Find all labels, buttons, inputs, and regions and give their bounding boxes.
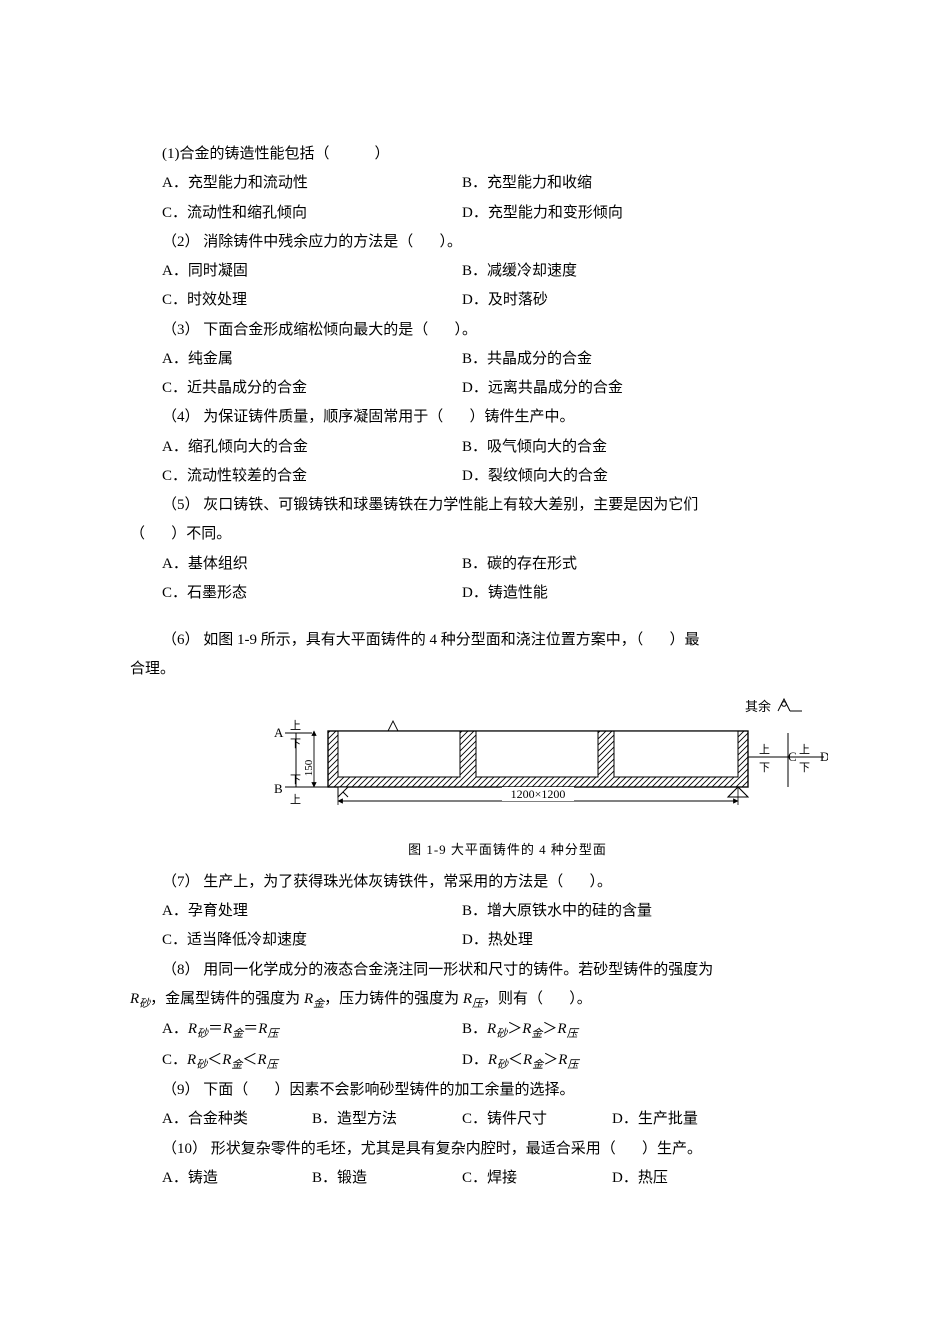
- q5-optD: D．铸造性能: [462, 579, 782, 608]
- q9-optA: A．合金种类: [162, 1105, 312, 1134]
- q5-stem-a: （5） 灰口铸铁、可锻铸铁和球墨铸铁在力学性能上有较大差别，主要是因为它们: [162, 491, 885, 520]
- q3-row2: C．近共晶成分的合金 D．远离共晶成分的合金: [162, 374, 885, 403]
- q3-optB: B．共晶成分的合金: [462, 345, 782, 374]
- surface-finish-symbol: [778, 699, 802, 711]
- q10-optB: B．锻造: [312, 1164, 462, 1193]
- figure-caption: 图 1-9 大平面铸件的 4 种分型面: [130, 837, 885, 862]
- q4-stem: （4） 为保证铸件质量，顺序凝固常用于（ ）铸件生产中。: [162, 403, 885, 432]
- q8-stem-a: （8） 用同一化学成分的液态合金浇注同一形状和尺寸的铸件。若砂型铸件的强度为: [162, 956, 885, 985]
- q1-row1: A．充型能力和流动性 B．充型能力和收缩: [162, 169, 885, 198]
- fig-h150: 150: [303, 759, 315, 776]
- q8-txt1: ，金属型铸件的强度为: [150, 991, 304, 1007]
- casting-section: [328, 721, 748, 787]
- q2-stem: （2） 消除铸件中残余应力的方法是（ ）。: [162, 228, 885, 257]
- q7-optD: D．热处理: [462, 926, 782, 955]
- q8-optB: B．R砂＞R金＞R压: [462, 1015, 782, 1045]
- q8-row1: A．R砂＝R金＝R压 B．R砂＞R金＞R压: [162, 1015, 885, 1045]
- spacer: [130, 608, 885, 626]
- q1-optD: D．充型能力和变形倾向: [462, 199, 782, 228]
- q4-optD: D．裂纹倾向大的合金: [462, 462, 782, 491]
- dim-1200: 1200×1200 1200×1200: [338, 787, 738, 805]
- q8-stem-b: R砂，金属型铸件的强度为 R金，压力铸件的强度为 R压，则有（ ）。: [130, 985, 885, 1015]
- q4-optB: B．吸气倾向大的合金: [462, 433, 782, 462]
- q7-optA: A．孕育处理: [162, 897, 462, 926]
- q3-stem: （3） 下面合金形成缩松倾向最大的是（ ）。: [162, 316, 885, 345]
- q5-optB: B．碳的存在形式: [462, 550, 782, 579]
- fig-dim-1200b: 1200×1200: [510, 787, 565, 801]
- q10-optA: A．铸造: [162, 1164, 312, 1193]
- q10-optC: C．焊接: [462, 1164, 612, 1193]
- fig-label-qiyu: 其余: [745, 699, 771, 714]
- fig-top-2: 上: [290, 793, 301, 806]
- q5-row2: C．石墨形态 D．铸造性能: [162, 579, 885, 608]
- q8-row2: C．R砂＜R金＜R压 D．R砂＜R金＞R压: [162, 1046, 885, 1076]
- dim-150: 150: [303, 731, 315, 787]
- q8-txt2: ，压力铸件的强度为: [324, 991, 463, 1007]
- q5-row1: A．基体组织 B．碳的存在形式: [162, 550, 885, 579]
- q7-row1: A．孕育处理 B．增大原铁水中的硅的含量: [162, 897, 885, 926]
- q4-optA: A．缩孔倾向大的合金: [162, 433, 462, 462]
- q1-optC: C．流动性和缩孔倾向: [162, 199, 462, 228]
- exam-page: (1)合金的铸造性能包括（ ） A．充型能力和流动性 B．充型能力和收缩 C．流…: [0, 0, 945, 1273]
- q2-optA: A．同时凝固: [162, 257, 462, 286]
- q1-stem: (1)合金的铸造性能包括（ ）: [162, 140, 885, 169]
- q9-optC: C．铸件尺寸: [462, 1105, 612, 1134]
- q8-optC: C．R砂＜R金＜R压: [162, 1046, 462, 1076]
- figure-1-9: 其余 A 上 下 B 下 上 150 30: [130, 693, 885, 862]
- q8-Rya: R压: [463, 991, 483, 1007]
- q8-optD: D．R砂＜R金＞R压: [462, 1046, 782, 1076]
- fig-label-A: A: [274, 725, 284, 740]
- figure-svg: 其余 A 上 下 B 下 上 150 30: [188, 693, 828, 833]
- q8-txt3: ，则有（ ）。: [483, 991, 592, 1007]
- q2-optC: C．时效处理: [162, 286, 462, 315]
- q10-stem: （10） 形状复杂零件的毛坯，尤其是具有复杂内腔时，最适合采用（ ）生产。: [162, 1135, 885, 1164]
- fig-top-3: 上: [759, 743, 770, 756]
- q3-optA: A．纯金属: [162, 345, 462, 374]
- fig-bot-3: 下: [759, 762, 770, 774]
- q4-row2: C．流动性较差的合金 D．裂纹倾向大的合金: [162, 462, 885, 491]
- q8-Rjin: R金: [304, 991, 324, 1007]
- q1-optB: B．充型能力和收缩: [462, 169, 782, 198]
- q7-optB: B．增大原铁水中的硅的含量: [462, 897, 782, 926]
- q7-row2: C．适当降低冷却速度 D．热处理: [162, 926, 885, 955]
- q7-optC: C．适当降低冷却速度: [162, 926, 462, 955]
- q3-row1: A．纯金属 B．共晶成分的合金: [162, 345, 885, 374]
- q1-optA: A．充型能力和流动性: [162, 169, 462, 198]
- q2-optD: D．及时落砂: [462, 286, 782, 315]
- q9-optD: D．生产批量: [612, 1105, 762, 1134]
- q10-opts: A．铸造 B．锻造 C．焊接 D．热压: [162, 1164, 885, 1193]
- fig-bot-4: 下: [799, 762, 810, 774]
- q9-stem: （9） 下面（ ）因素不会影响砂型铸件的加工余量的选择。: [162, 1076, 885, 1105]
- q8-Rsha: R砂: [130, 991, 150, 1007]
- q2-optB: B．减缓冷却速度: [462, 257, 782, 286]
- q10-optD: D．热压: [612, 1164, 762, 1193]
- q6-stem-b: 合理。: [130, 655, 885, 684]
- q4-row1: A．缩孔倾向大的合金 B．吸气倾向大的合金: [162, 433, 885, 462]
- q6-stem-a: （6） 如图 1-9 所示，具有大平面铸件的 4 种分型面和浇注位置方案中，（ …: [162, 626, 885, 655]
- q8-optA: A．R砂＝R金＝R压: [162, 1015, 462, 1045]
- q2-row2: C．时效处理 D．及时落砂: [162, 286, 885, 315]
- q1-row2: C．流动性和缩孔倾向 D．充型能力和变形倾向: [162, 199, 885, 228]
- q4-optC: C．流动性较差的合金: [162, 462, 462, 491]
- q9-opts: A．合金种类 B．造型方法 C．铸件尺寸 D．生产批量: [162, 1105, 885, 1134]
- q2-row1: A．同时凝固 B．减缓冷却速度: [162, 257, 885, 286]
- q3-optC: C．近共晶成分的合金: [162, 374, 462, 403]
- q5-optA: A．基体组织: [162, 550, 462, 579]
- fig-top-1: 上: [290, 719, 301, 732]
- fig-top-4: 上: [799, 743, 810, 756]
- q9-optB: B．造型方法: [312, 1105, 462, 1134]
- fig-label-B: B: [274, 781, 283, 796]
- q5-optC: C．石墨形态: [162, 579, 462, 608]
- q5-stem-b: （ ）不同。: [130, 520, 885, 549]
- q7-stem: （7） 生产上，为了获得珠光体灰铸铁件，常采用的方法是（ ）。: [162, 868, 885, 897]
- q3-optD: D．远离共晶成分的合金: [462, 374, 782, 403]
- fig-label-D: D: [820, 749, 828, 764]
